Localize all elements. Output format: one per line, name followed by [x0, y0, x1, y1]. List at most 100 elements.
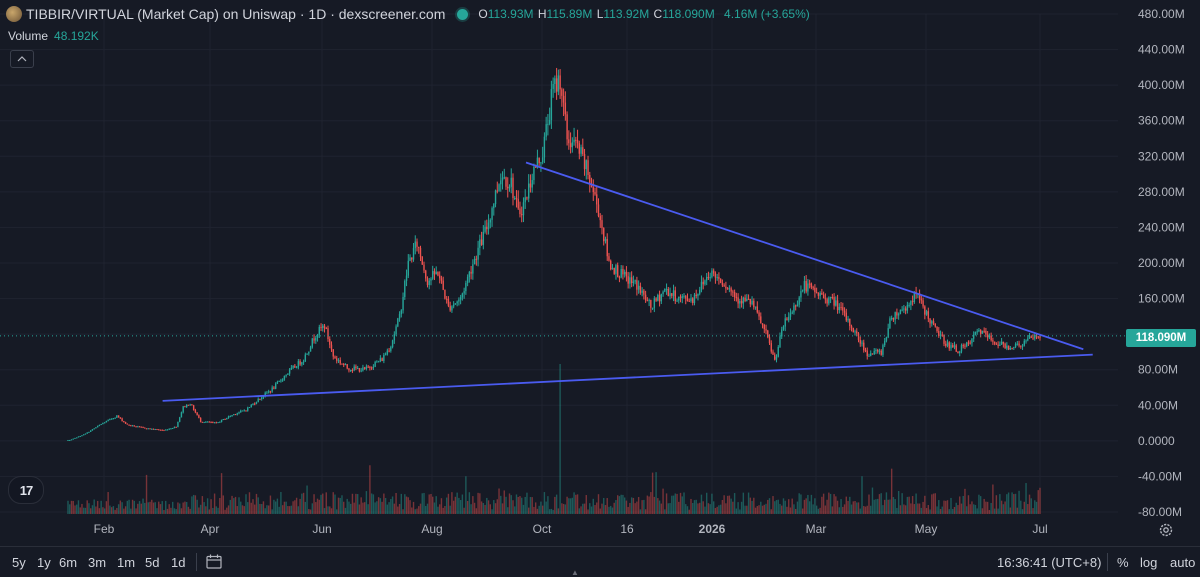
volume-bar [814, 498, 816, 514]
volume-bar [472, 496, 474, 514]
range-5d[interactable]: 5d [145, 555, 160, 570]
volume-bar [123, 508, 125, 514]
candle-body [131, 425, 134, 427]
volume-bar [370, 493, 373, 514]
volume-bar [737, 502, 739, 514]
candle-body [119, 417, 122, 419]
volume-bar [285, 501, 287, 514]
gear-icon[interactable] [1158, 522, 1174, 538]
range-1m[interactable]: 1m [117, 555, 136, 570]
volume-bar [355, 493, 357, 514]
volume-bar [215, 506, 218, 514]
collapse-legend-button[interactable] [10, 50, 34, 68]
candle-body [180, 412, 183, 418]
percent-scale-toggle[interactable]: % [1117, 555, 1129, 570]
volume-bar [938, 500, 940, 514]
price-tick-label: -80.00M [1138, 505, 1182, 519]
candle-body [91, 429, 94, 431]
volume-bar [665, 493, 668, 514]
volume-bar [459, 500, 462, 514]
volume-bar [831, 506, 834, 514]
volume-bar [972, 504, 975, 514]
range-6m[interactable]: 6m [59, 555, 78, 570]
candle-body [88, 431, 90, 433]
candle-body [126, 423, 129, 425]
candle-body [925, 311, 928, 315]
candle-body [873, 350, 875, 355]
candle-body [309, 347, 312, 352]
volume-bar [175, 509, 177, 514]
range-1y[interactable]: 1y [37, 555, 51, 570]
volume-bar [79, 507, 81, 514]
volume-bar [924, 495, 926, 514]
candle-body [332, 349, 334, 357]
candle-body [786, 318, 788, 321]
trendlines [162, 161, 1093, 402]
calendar-icon[interactable] [206, 554, 222, 569]
volume-bar [189, 508, 191, 514]
volume-bar [219, 497, 221, 514]
candle-body [758, 312, 760, 317]
candle-body [280, 380, 282, 382]
volume-bar [690, 498, 692, 514]
candle-body [147, 428, 149, 430]
volume-bar [1030, 498, 1032, 514]
candle-body [784, 318, 786, 327]
candle-body [208, 421, 211, 423]
volume-legend: Volume 48.192K [8, 29, 99, 43]
candle-body [262, 396, 265, 398]
candle-body [636, 280, 638, 290]
volume-bar [418, 506, 420, 514]
candle-body [676, 300, 678, 302]
volume-bar [878, 494, 881, 514]
auto-scale-toggle[interactable]: auto [1170, 555, 1196, 570]
log-scale-toggle[interactable]: log [1140, 555, 1158, 570]
volume-bar [608, 506, 610, 514]
clock-timezone[interactable]: 16:36:41 (UTC+8) [997, 555, 1102, 570]
candle-body [589, 174, 591, 184]
candle-body [604, 238, 607, 242]
volume-bar [281, 505, 284, 514]
candle-body [714, 273, 717, 278]
volume-bar [172, 501, 174, 514]
volume-bar [1016, 507, 1019, 514]
candle-body [123, 421, 125, 423]
time-tick-label: May [915, 522, 938, 536]
range-3m[interactable]: 3m [88, 555, 107, 570]
candle-body [906, 304, 909, 311]
volume-bar [102, 507, 104, 514]
volume-bar [138, 501, 141, 514]
candle-body [651, 307, 654, 309]
volume-bar [685, 504, 687, 514]
volume-bar [438, 504, 441, 514]
candle-body [210, 422, 212, 424]
volume-bar [409, 500, 411, 514]
candle-body [746, 298, 748, 302]
tradingview-logo-icon[interactable]: 17 [8, 476, 44, 504]
candle-body [505, 177, 507, 187]
volume-bar [693, 500, 696, 514]
volume-bar [871, 487, 874, 514]
volume-bar [821, 496, 823, 514]
chevron-up-icon [17, 56, 27, 62]
candle-body [515, 197, 518, 200]
candle-body [437, 271, 439, 276]
range-1d[interactable]: 1d [171, 555, 186, 570]
volume-bar [856, 502, 858, 514]
volume-bar [191, 496, 193, 514]
volume-bar [156, 508, 158, 514]
volume-bar [119, 500, 122, 514]
candle-body [582, 147, 584, 155]
volume-bar [517, 496, 519, 514]
volume-bar [543, 492, 546, 514]
range-5y[interactable]: 5y [12, 555, 26, 570]
volume-bar [767, 499, 769, 514]
symbol-title[interactable]: TIBBIR/VIRTUAL (Market Cap) on Uniswap ·… [26, 6, 446, 22]
volume-bar [849, 496, 851, 514]
ohlc-values: O113.93M H115.89M L113.92M C118.090M 4.1… [478, 7, 809, 21]
volume-bar [578, 508, 581, 514]
price-chart[interactable]: 480.00M 440.00M 400.00M 360.00M 320.00M 280.0… [0, 0, 1200, 546]
chevron-up-icon[interactable]: ▲ [571, 568, 579, 577]
volume-bar [412, 501, 415, 514]
candle-body [953, 345, 956, 348]
